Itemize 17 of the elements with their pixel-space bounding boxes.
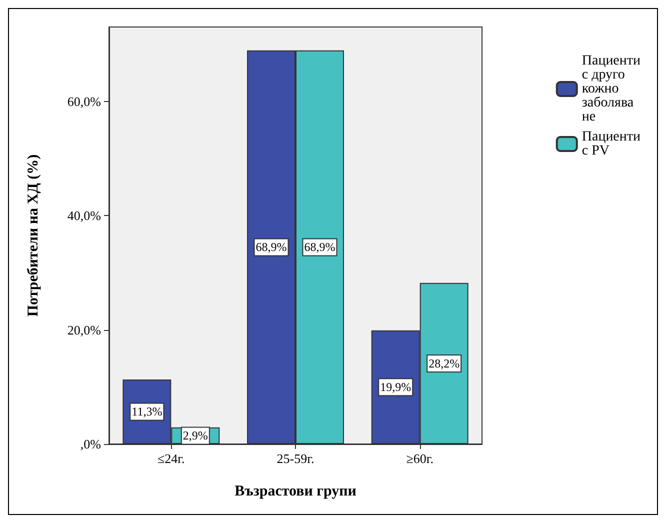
y-tick-label: 40,0% (67, 208, 102, 224)
x-tick-label: ≤24г. (158, 451, 185, 466)
data-label: 68,9% (304, 240, 336, 254)
legend-label: Пациенти с PV (582, 130, 644, 158)
y-tick-label: 60,0% (67, 94, 102, 109)
legend-label: Пациенти с друго кожно заболяване (582, 54, 644, 124)
data-label: 19,9% (380, 380, 412, 394)
data-label: 11,3% (132, 404, 162, 419)
x-tick-label: ≥60г. (406, 451, 434, 466)
y-tick-label: 20,0% (67, 322, 102, 338)
y-tick-label: ,0% (80, 436, 102, 452)
data-label: 68,9% (256, 240, 287, 254)
x-tick-label: 25-59г. (276, 451, 314, 466)
y-axis-title: Потребители на ХД (%) (26, 154, 42, 317)
data-label: 2,9% (182, 428, 208, 443)
x-axis-title: Възрастови групи (234, 484, 357, 500)
data-label: 28,2% (428, 356, 460, 370)
